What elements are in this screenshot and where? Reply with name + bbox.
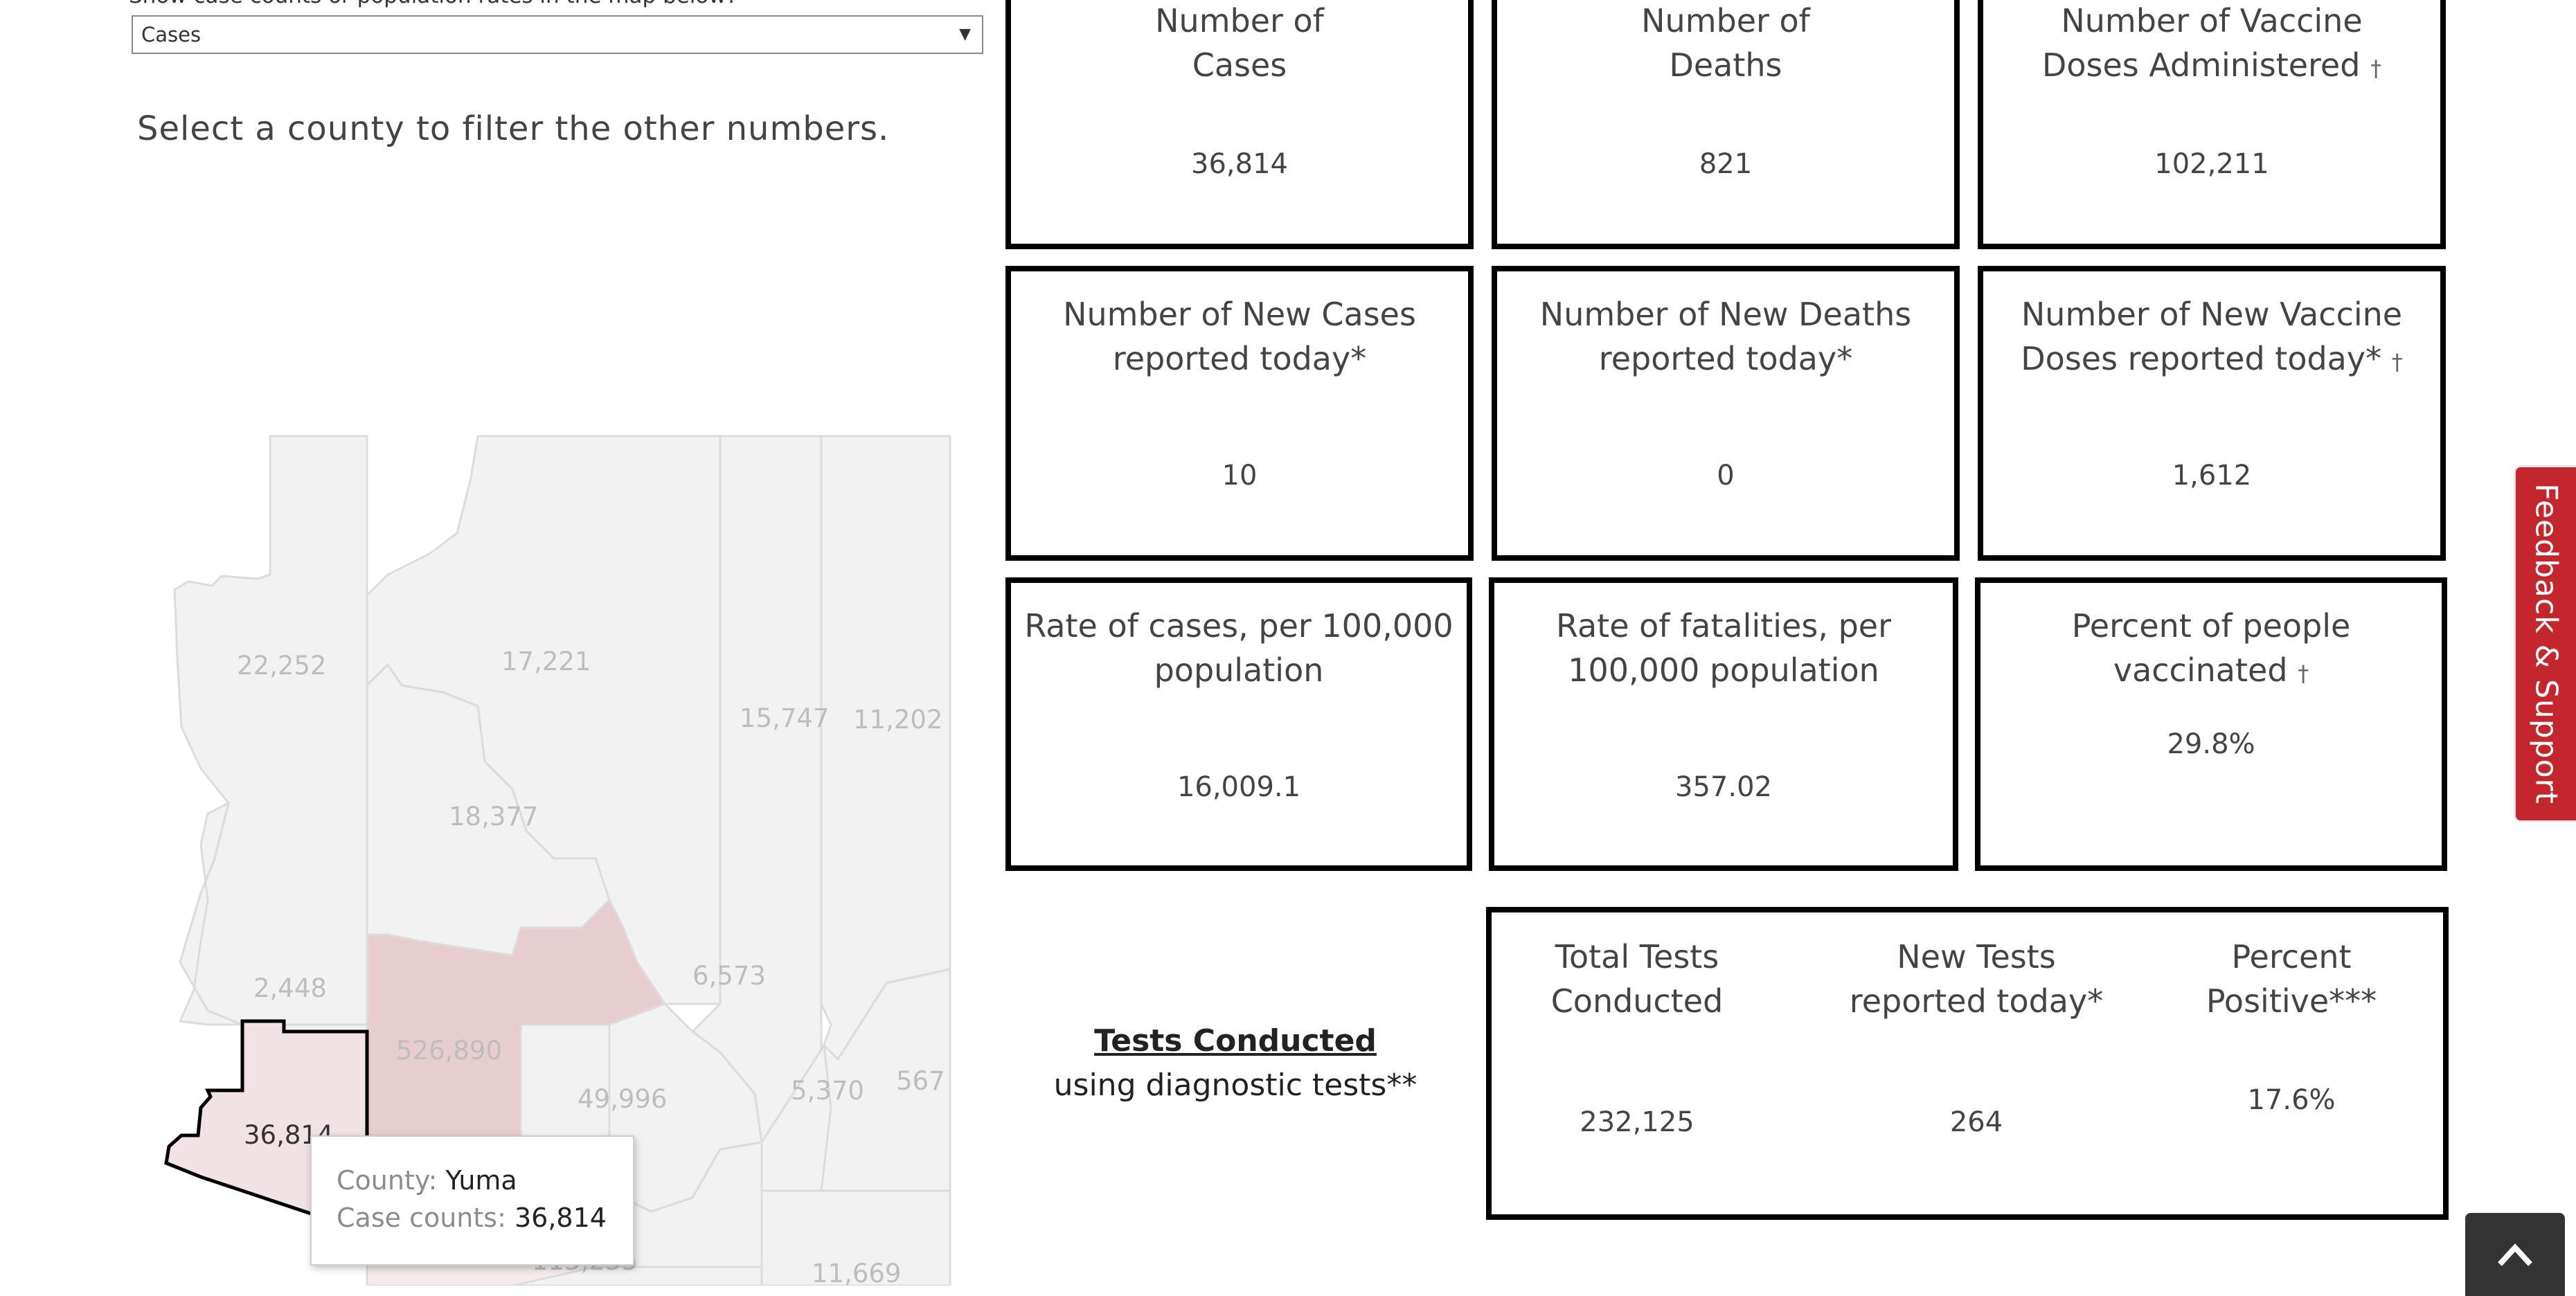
tests-col-value: 232,125 — [1580, 1106, 1694, 1138]
county-label: 15,747 — [740, 703, 830, 733]
county-label: 526,890 — [396, 1036, 503, 1065]
county-label: 567 — [896, 1066, 945, 1096]
tests-percent-positive-column: Percent Positive*** 17.6% — [2143, 935, 2440, 1212]
card-case-rate[interactable]: Rate of cases, per 100,000 population 16,… — [1005, 577, 1472, 871]
card-value: 36,814 — [1191, 148, 1288, 180]
card-title-line2: reported today* — [1598, 340, 1853, 377]
tests-col-title-line1: Percent Positive*** — [2206, 938, 2377, 1020]
tooltip-cases-row: Case counts: 36,814 — [337, 1199, 633, 1236]
card-title-line1: Number of — [1155, 2, 1324, 39]
card-value: 29.8% — [2167, 728, 2255, 760]
feedback-support-label: Feedback & Support — [2528, 483, 2564, 804]
tests-new-column: New Tests reported today* 264 — [1838, 935, 2115, 1212]
card-title-line1: Number of — [1641, 2, 1810, 39]
county-label: 18,377 — [449, 802, 539, 831]
card-value: 821 — [1699, 148, 1753, 180]
tests-col-title-line2: reported today* — [1849, 982, 2104, 1020]
card-title-line1: Number of New Vaccine — [2021, 296, 2403, 333]
county-mohave — [173, 435, 390, 1026]
card-value: 1,612 — [2172, 460, 2252, 492]
tooltip-county-label: County: — [337, 1165, 438, 1196]
card-value: 16,009.1 — [1177, 771, 1301, 803]
tests-col-value: 17.6% — [2247, 1084, 2336, 1116]
card-number-of-cases[interactable]: Number of Cases 36,814 — [1005, 0, 1474, 249]
card-new-cases-today[interactable]: Number of New Cases reported today* 10 — [1005, 266, 1474, 561]
card-value: 10 — [1222, 460, 1258, 492]
card-title-line1: Number of New Deaths — [1539, 296, 1912, 333]
tooltip-county-value: Yuma — [445, 1165, 517, 1196]
tests-conducted-heading: Tests Conducted — [1094, 1023, 1377, 1059]
county-cochise — [760, 1189, 951, 1286]
county-label: 49,996 — [578, 1084, 668, 1114]
card-fatality-rate[interactable]: Rate of fatalities, per 100,000 populatio… — [1489, 577, 1958, 871]
card-title-line1: Rate of fatalities, per — [1556, 607, 1891, 645]
county-label: 5,370 — [791, 1076, 864, 1106]
tests-col-title-line1: Total Tests — [1555, 938, 1719, 975]
tooltip-cases-label: Case counts: — [337, 1203, 506, 1233]
county-apache — [820, 435, 951, 1061]
tests-summary-box[interactable]: Total Tests Conducted 232,125 New Tests re… — [1486, 907, 2449, 1220]
card-title-line1: Rate of cases, per 100,000 — [1024, 607, 1454, 645]
card-title-line2: Doses Administered — [2041, 46, 2361, 84]
card-title-line2: population — [1154, 651, 1324, 689]
tooltip-county-row: County: Yuma — [337, 1162, 633, 1199]
dagger-mark: † — [2391, 349, 2403, 375]
card-title-line1: Percent of people vaccinated — [2071, 607, 2351, 689]
dagger-mark: † — [2370, 55, 2382, 82]
tests-conducted-label: Tests Conducted using diagnostic tests** — [1005, 1019, 1465, 1108]
dagger-mark: † — [2298, 660, 2309, 687]
map-measure-select[interactable]: Cases ▼ — [132, 15, 983, 54]
county-label: 11,202 — [853, 705, 943, 735]
card-vaccine-doses-administered[interactable]: Number of Vaccine Doses Administered † 10… — [1978, 0, 2446, 249]
card-value: 0 — [1717, 460, 1735, 492]
county-label: 11,669 — [812, 1259, 902, 1288]
card-new-deaths-today[interactable]: Number of New Deaths reported today* 0 — [1492, 266, 1960, 561]
caret-down-icon: ▼ — [959, 26, 971, 43]
card-title-line1: Number of Vaccine — [2061, 2, 2363, 39]
card-new-vaccine-doses-today[interactable]: Number of New Vaccine Doses reported toda… — [1978, 266, 2446, 561]
card-title-line1: Number of New Cases — [1063, 296, 1416, 333]
tooltip-cases-value: 36,814 — [514, 1203, 607, 1233]
tests-conducted-subheading: using diagnostic tests** — [1053, 1068, 1417, 1103]
county-label: 6,573 — [692, 961, 766, 991]
tests-col-title-line2: Conducted — [1550, 982, 1724, 1020]
card-title-line2: Deaths — [1669, 46, 1782, 84]
tests-col-value: 264 — [1949, 1106, 2003, 1138]
county-tooltip: County: Yuma Case counts: 36,814 — [310, 1135, 634, 1266]
feedback-support-tab[interactable]: Feedback & Support — [2514, 465, 2576, 822]
card-title-line2: 100,000 population — [1568, 651, 1879, 689]
tests-col-title-line1: New Tests — [1897, 938, 2056, 975]
chevron-up-icon — [2498, 1243, 2532, 1266]
county-label: 17,221 — [501, 647, 591, 676]
card-title-line2: reported today* — [1112, 340, 1367, 377]
county-label: 22,252 — [237, 651, 327, 681]
card-percent-vaccinated[interactable]: Percent of people vaccinated † 29.8% — [1975, 577, 2447, 871]
county-label: 2,448 — [253, 973, 327, 1003]
map-filter-prompt: Show case counts or population rates in … — [129, 0, 737, 8]
card-title-line2: Cases — [1192, 46, 1287, 84]
card-title-line2: Doses reported today* — [2021, 340, 2382, 377]
card-number-of-deaths[interactable]: Number of Deaths 821 — [1492, 0, 1960, 249]
back-to-top-button[interactable] — [2465, 1213, 2565, 1296]
county-filter-hint: Select a county to filter the other numb… — [137, 109, 890, 148]
tests-total-column: Total Tests Conducted 232,125 — [1519, 935, 1755, 1212]
card-value: 102,211 — [2154, 148, 2269, 180]
map-measure-selected: Cases — [141, 23, 202, 46]
card-value: 357.02 — [1675, 771, 1772, 803]
